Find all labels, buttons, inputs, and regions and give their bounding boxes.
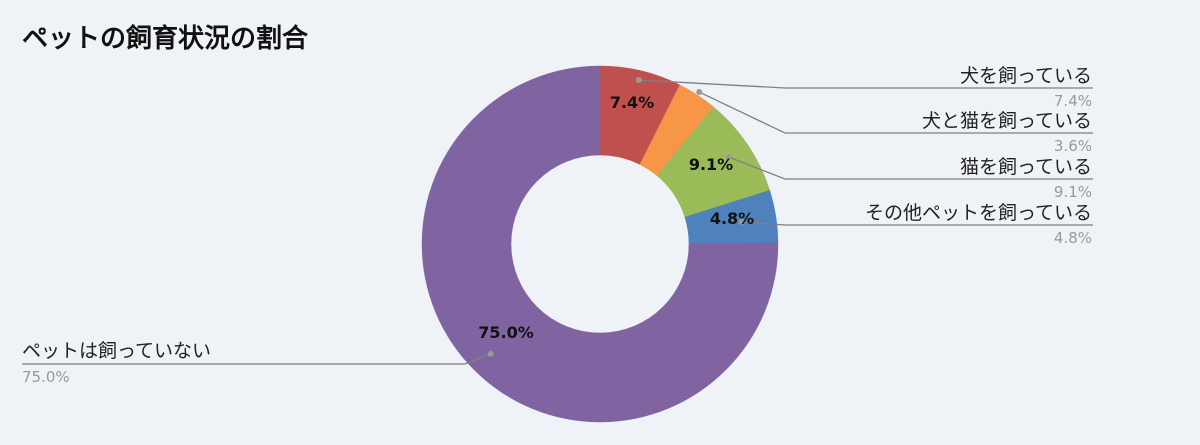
callout-label: 猫を飼っている (960, 156, 1092, 178)
leader-line (22, 353, 491, 365)
leader-dot (738, 218, 745, 225)
callout-value: 75.0% (22, 368, 70, 386)
callout-value: 4.8% (1054, 229, 1092, 247)
data-label: 7.4% (610, 93, 654, 112)
callout-value: 7.4% (1054, 92, 1092, 110)
leader-line (698, 91, 1093, 134)
leader-dot (635, 77, 642, 84)
callout-label: 犬と猫を飼っている (922, 110, 1092, 132)
chart-title: ペットの飼育状況の割合 (22, 24, 309, 54)
callout-label: 犬を飼っている (960, 65, 1092, 87)
callout-value: 9.1% (1054, 183, 1092, 201)
leader-dot (696, 89, 703, 96)
leader-dot (487, 350, 494, 357)
callout-value: 3.6% (1054, 137, 1092, 155)
leader-dot (725, 154, 732, 161)
callout-label: ペットは飼っていない (22, 340, 211, 362)
data-label: 9.1% (689, 155, 733, 174)
callout-label: その他ペットを飼っている (865, 202, 1092, 224)
leader-line (638, 79, 1093, 89)
data-label: 4.8% (710, 209, 754, 228)
leader-line (728, 156, 1093, 180)
leader-line (741, 221, 1093, 226)
donut-slice (421, 65, 779, 423)
data-label: 75.0% (478, 323, 534, 342)
